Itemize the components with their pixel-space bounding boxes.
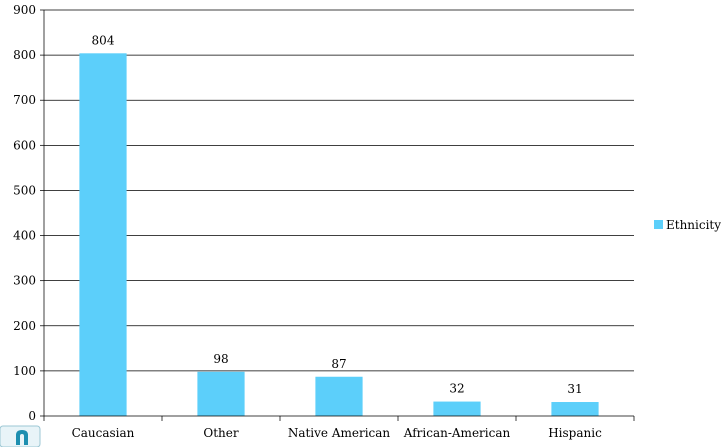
y-tick-label: 700: [13, 93, 36, 107]
y-axis-ticks: 0 100 200 300 400 500 600 700 800 900: [13, 3, 44, 423]
y-tick-label: 500: [13, 183, 36, 197]
bars: [79, 53, 599, 416]
data-labels: 804 98 87 32 31: [92, 33, 583, 396]
x-tick-label: Native American: [288, 426, 391, 440]
x-tick-label: African-American: [403, 426, 511, 440]
bar-caucasian: [79, 53, 127, 416]
data-label: 87: [331, 357, 346, 371]
data-label: 98: [213, 352, 228, 366]
legend-swatch-ethnicity: [654, 220, 663, 229]
x-tick-label: Other: [203, 426, 238, 440]
data-label: 32: [449, 382, 464, 396]
x-axis: Caucasian Other Native American African-Ame…: [43, 10, 635, 440]
y-tick-label: 300: [13, 274, 36, 288]
x-tick-label: Caucasian: [72, 426, 135, 440]
bar-hispanic: [551, 402, 599, 416]
partial-logo-icon: [0, 425, 41, 447]
bar-african-american: [433, 401, 481, 416]
y-tick-label: 600: [13, 138, 36, 152]
legend-label-ethnicity: Ethnicity: [666, 218, 721, 232]
y-tick-label: 800: [13, 48, 36, 62]
y-tick-label: 900: [13, 3, 36, 17]
y-tick-label: 200: [13, 319, 36, 333]
y-tick-label: 0: [28, 409, 36, 423]
bar-other: [197, 371, 245, 416]
y-tick-label: 100: [13, 364, 36, 378]
gridlines: [44, 9, 634, 372]
data-label: 31: [567, 382, 582, 396]
bar-native-american: [315, 376, 363, 416]
legend: Ethnicity: [654, 218, 721, 232]
y-tick-label: 400: [13, 229, 36, 243]
data-label: 804: [92, 33, 115, 47]
x-tick-label: Hispanic: [548, 426, 602, 440]
